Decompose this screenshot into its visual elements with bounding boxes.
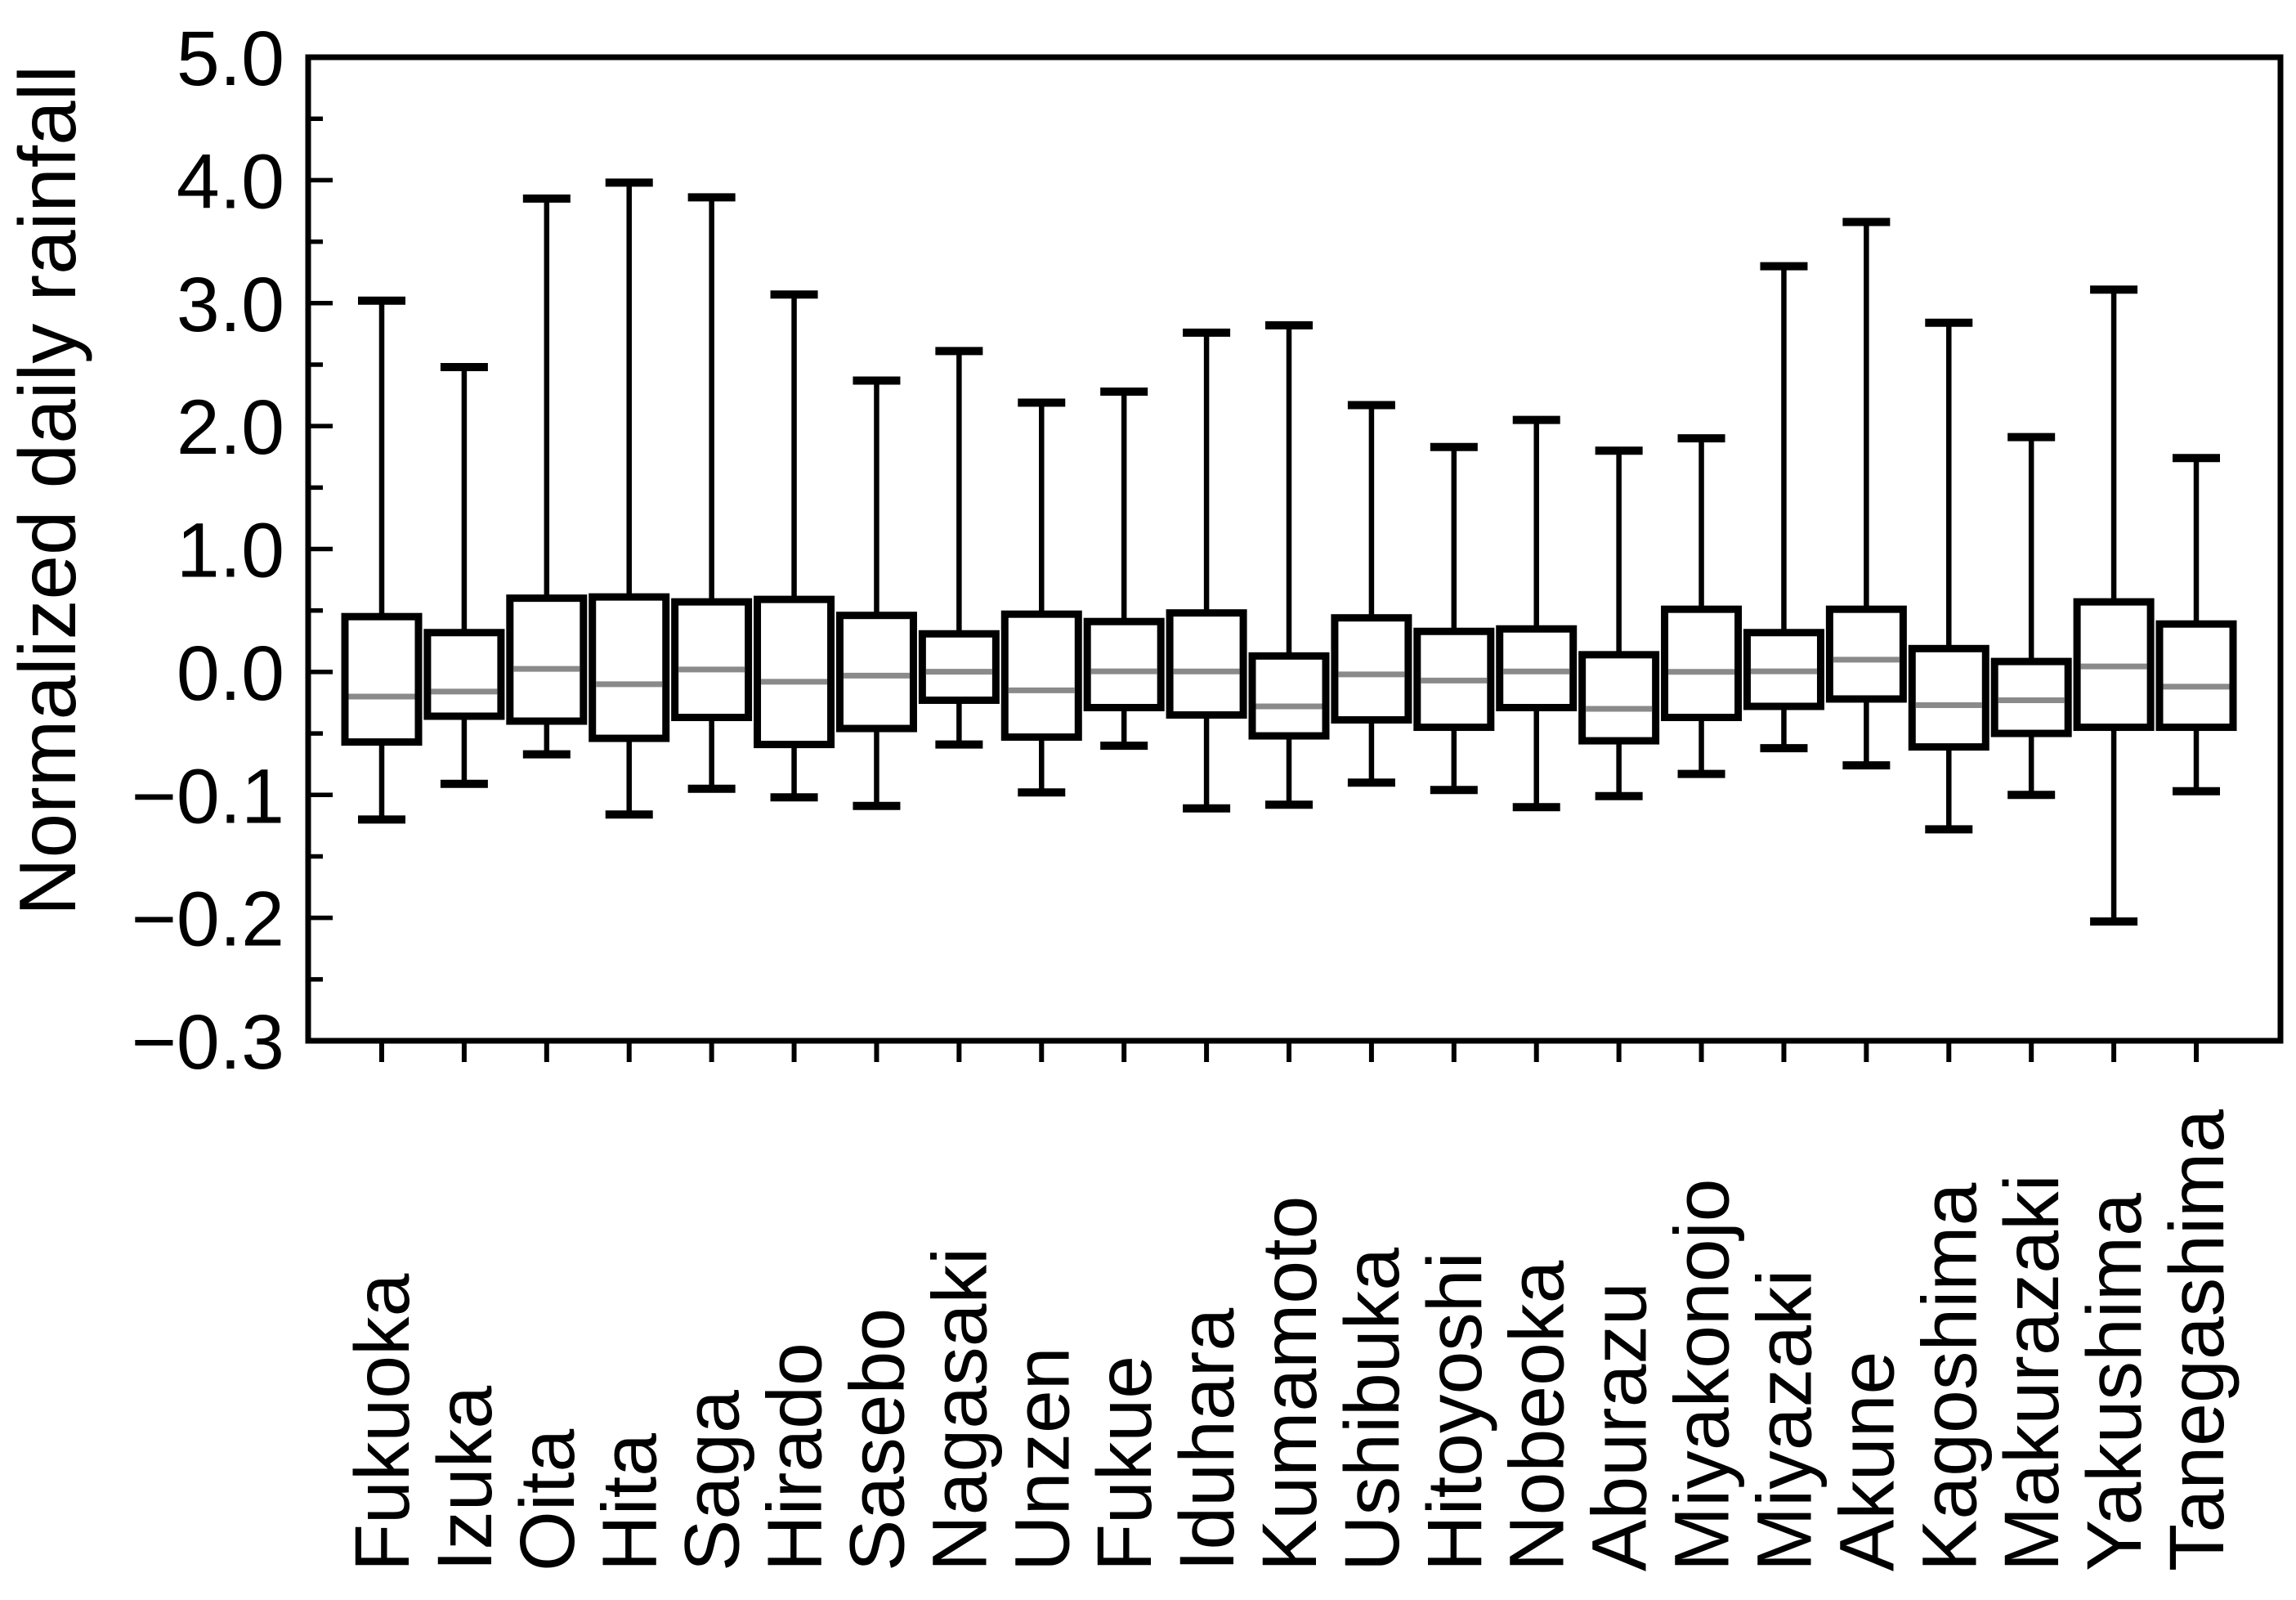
- boxplot-fukuoka: [341, 296, 423, 824]
- boxplot-miyakonojo: [1661, 434, 1743, 778]
- x-category-label: Aburazu: [1577, 1282, 1663, 1571]
- boxplot-tanegashima: [2155, 454, 2237, 796]
- boxplot-hirado: [754, 290, 835, 802]
- iqr-box: [1083, 617, 1165, 711]
- boxplot-unzen: [1000, 398, 1082, 797]
- boxplot-akune: [1825, 217, 1907, 770]
- iqr-box: [1248, 652, 1330, 740]
- boxplot-sasebo: [835, 376, 917, 810]
- y-tick-label: 3.0: [177, 262, 284, 348]
- x-category-label: Hitoyoshi: [1412, 1252, 1498, 1571]
- boxplot-makurazaki: [1990, 432, 2072, 800]
- iqr-box: [1000, 610, 1082, 742]
- y-tick-label: 1.0: [177, 508, 284, 594]
- boxplot-yakushima: [2073, 285, 2155, 926]
- x-category-label: Kagoshima: [1906, 1183, 1993, 1571]
- iqr-box: [835, 612, 917, 733]
- boxplot-fukue: [1083, 388, 1165, 751]
- boxplot-saga: [671, 193, 753, 793]
- boxplot-nobeoka: [1496, 415, 1578, 812]
- boxplot-ushibuka: [1331, 401, 1412, 787]
- x-category-label: Miyazaki: [1741, 1269, 1828, 1571]
- iqr-box: [1496, 625, 1578, 711]
- iqr-box: [1331, 614, 1412, 724]
- y-tick-label: −0.3: [131, 999, 284, 1086]
- x-category-label: Yakushima: [2071, 1193, 2158, 1571]
- x-category-label: Nobeoka: [1494, 1261, 1581, 1571]
- iqr-box: [1661, 605, 1743, 722]
- y-tick-label: −0.2: [131, 876, 284, 963]
- boxplot-kagoshima: [1908, 318, 1989, 834]
- boxplot-hitoyoshi: [1413, 442, 1495, 795]
- x-category-label: Ushibuka: [1329, 1248, 1416, 1571]
- iqr-box: [341, 612, 423, 746]
- x-category-label: Fukuoka: [339, 1273, 426, 1571]
- boxplot-izuka: [423, 362, 505, 788]
- boxplot-nagasaki: [918, 347, 1000, 749]
- y-tick-label: 4.0: [177, 138, 284, 225]
- iqr-box: [2155, 620, 2237, 732]
- iqr-box: [918, 630, 1000, 704]
- y-tick-label: 5.0: [177, 16, 284, 102]
- x-category-label: Akune: [1824, 1351, 1910, 1571]
- iqr-box: [589, 593, 670, 742]
- y-axis-title: Normalized daily rainfall: [2, 65, 92, 916]
- x-category-label: Sasebo: [834, 1308, 920, 1571]
- x-category-label: Hita: [587, 1433, 674, 1571]
- boxplot-oita: [506, 194, 588, 759]
- boxplot-miyazaki: [1743, 262, 1824, 753]
- x-category-label: Nagasaki: [916, 1248, 1003, 1571]
- x-category-label: Izuka: [422, 1386, 508, 1571]
- y-tick-label: 0.0: [177, 630, 284, 717]
- x-category-label: Iduhara: [1164, 1308, 1251, 1571]
- x-category-label: Hirado: [752, 1342, 839, 1571]
- iqr-box: [506, 594, 588, 725]
- iqr-box: [1825, 605, 1907, 703]
- x-category-label: Unzen: [999, 1347, 1085, 1571]
- x-category-label: Saga: [669, 1390, 756, 1571]
- x-category-label: Makurazaki: [1989, 1174, 2075, 1571]
- x-category-label: Miyakonojo: [1659, 1178, 1746, 1571]
- boxplot-kumamoto: [1248, 320, 1330, 809]
- iqr-box: [754, 595, 835, 749]
- iqr-box: [671, 598, 753, 722]
- iqr-box: [1578, 651, 1660, 745]
- x-category-label: Kumamoto: [1246, 1196, 1333, 1571]
- x-category-label: Tanegashima: [2154, 1109, 2240, 1571]
- iqr-box: [1166, 609, 1247, 719]
- y-tick-label: 2.0: [177, 384, 284, 471]
- iqr-box: [423, 629, 505, 720]
- boxplot-iduhara: [1166, 328, 1247, 813]
- boxplot-hita: [589, 178, 670, 819]
- boxplot-aburazu: [1578, 446, 1660, 800]
- y-tick-label: −0.1: [131, 753, 284, 840]
- iqr-box: [1908, 644, 1989, 751]
- x-category-label: Oita: [504, 1429, 591, 1571]
- x-category-label: Fukue: [1081, 1356, 1168, 1571]
